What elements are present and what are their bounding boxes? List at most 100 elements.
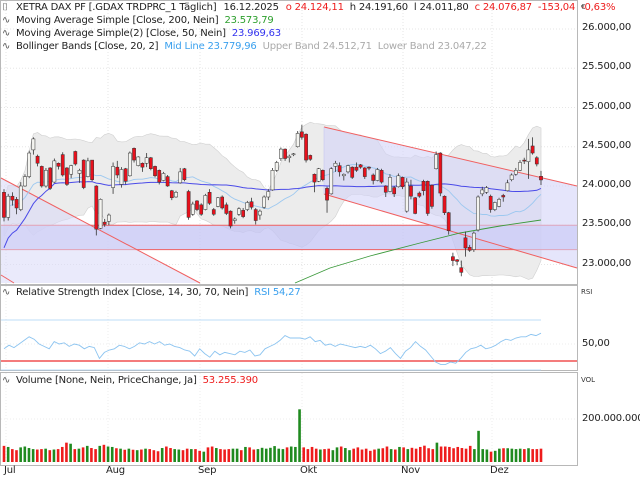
volume-bar-down — [40, 449, 43, 462]
volume-bar-down — [152, 450, 156, 462]
candle-down — [48, 167, 52, 189]
candle-down — [358, 164, 363, 168]
volume-bar-up — [335, 447, 339, 462]
volume-bar-up — [177, 449, 181, 462]
volume-bar-up — [256, 449, 260, 462]
candle-up — [136, 156, 141, 166]
candle-up — [119, 169, 124, 185]
volume-bar-down — [402, 447, 405, 462]
volume-bar-up — [331, 450, 335, 462]
volume-bar-down — [115, 448, 118, 462]
candle-down — [35, 155, 40, 164]
price-panel-frame — [0, 0, 578, 285]
candle-down — [446, 212, 451, 231]
volume-bar-down — [90, 448, 93, 462]
candle-down — [534, 157, 539, 165]
candle-down — [195, 200, 199, 210]
header-low: l 24.011,80 — [413, 2, 469, 13]
candle-up — [245, 202, 250, 210]
volume-bar-down — [81, 447, 85, 462]
volume-bar-down — [327, 448, 330, 462]
candle-down — [10, 195, 15, 201]
candle-up — [128, 152, 132, 177]
volume-bar-up — [127, 448, 131, 462]
volume-bar-down — [252, 449, 256, 462]
volume-bar-down — [373, 449, 376, 462]
candle-up — [161, 173, 166, 181]
candle-down — [312, 173, 317, 183]
volume-bar-up — [289, 446, 293, 462]
volume-bar-down — [460, 448, 464, 462]
volume-bar-down — [227, 449, 231, 462]
candle-up — [190, 203, 195, 215]
legend-rsi[interactable]: ∿ Relative Strength Index [Close, 14, 30,… — [2, 287, 301, 299]
volume-bar-down — [381, 448, 385, 462]
volume-bar-down — [464, 448, 468, 462]
candle-down — [157, 170, 162, 183]
candle-down — [539, 176, 543, 181]
volume-bar-up — [398, 446, 401, 462]
volume-bar-up — [527, 448, 530, 462]
candle-down — [304, 133, 308, 161]
candle-down — [300, 131, 304, 138]
volume-bar-down — [102, 444, 106, 462]
rsi-plot — [1, 319, 577, 371]
rsi-panel-frame — [0, 285, 578, 371]
candle-up — [480, 189, 485, 195]
candle-up — [513, 170, 518, 175]
volume-bar-up — [406, 449, 410, 462]
candle-up — [266, 191, 271, 198]
candle-up — [18, 185, 23, 210]
candle-up — [270, 170, 275, 191]
rsi-line — [3, 332, 542, 365]
candle-down — [102, 221, 107, 225]
candle-up — [237, 208, 241, 215]
candle-up — [107, 214, 111, 222]
volume-bar-down — [194, 449, 197, 462]
volume-bar-up — [485, 449, 489, 462]
legend-ma50[interactable]: ∿ Moving Average Simple(2) [Close, 50, Ne… — [2, 28, 281, 40]
volume-bar-down — [448, 446, 451, 462]
volume-bar-up — [294, 446, 297, 462]
channel-upper-line — [323, 126, 578, 187]
candle-up — [86, 160, 90, 177]
legend-bollinger[interactable]: ∿ Bollinger Bands [Close, 20, 2] Mid Line… — [2, 41, 487, 53]
volume-bar-down — [131, 449, 135, 462]
volume-bar-up — [119, 448, 122, 462]
volume-bar-up — [260, 447, 264, 462]
candle-down — [337, 165, 342, 173]
legend-ma200[interactable]: ∿ Moving Average Simple [Close, 200, Nein… — [2, 15, 274, 27]
volume-bar-down — [2, 445, 6, 462]
volume-bar-up — [135, 450, 139, 462]
candle-down — [283, 148, 287, 159]
price-tick: 26.000,00 — [582, 22, 632, 33]
volume-bar-down — [219, 449, 222, 462]
volume-bar-down — [94, 449, 97, 462]
candlestick-icon: ⌷ — [2, 2, 8, 13]
volume-bar-down — [339, 446, 343, 462]
candle-down — [199, 204, 204, 215]
volume-bar-up — [106, 446, 110, 462]
candle-down — [207, 192, 212, 204]
volume-bar-down — [198, 450, 201, 462]
volume-bar-down — [310, 446, 314, 462]
volume-bar-down — [73, 449, 77, 462]
price-tick: 25.500,00 — [582, 61, 632, 73]
candle-down — [438, 152, 443, 194]
candle-up — [216, 197, 220, 207]
candle-down — [211, 209, 216, 215]
candle-down — [442, 195, 447, 213]
left-trend-line-lower — [0, 274, 15, 284]
instrument-name: XETRA DAX PF [.GDAX TRDPRC_1 Täglich] — [16, 2, 217, 13]
volume-bar-up — [344, 448, 347, 462]
candle-up — [509, 174, 514, 180]
volume-bar-down — [210, 446, 214, 462]
candle-down — [39, 166, 44, 187]
volume-value: 53.255.390 — [202, 375, 258, 386]
volume-bar-up — [85, 445, 89, 462]
candle-down — [425, 181, 430, 214]
volume-bar-up — [215, 448, 218, 462]
rsi-tick-50: 50,00 — [582, 338, 610, 349]
legend-volume[interactable]: ∿ Volume [None, Nein, PriceChange, Ja] 53… — [2, 375, 258, 387]
